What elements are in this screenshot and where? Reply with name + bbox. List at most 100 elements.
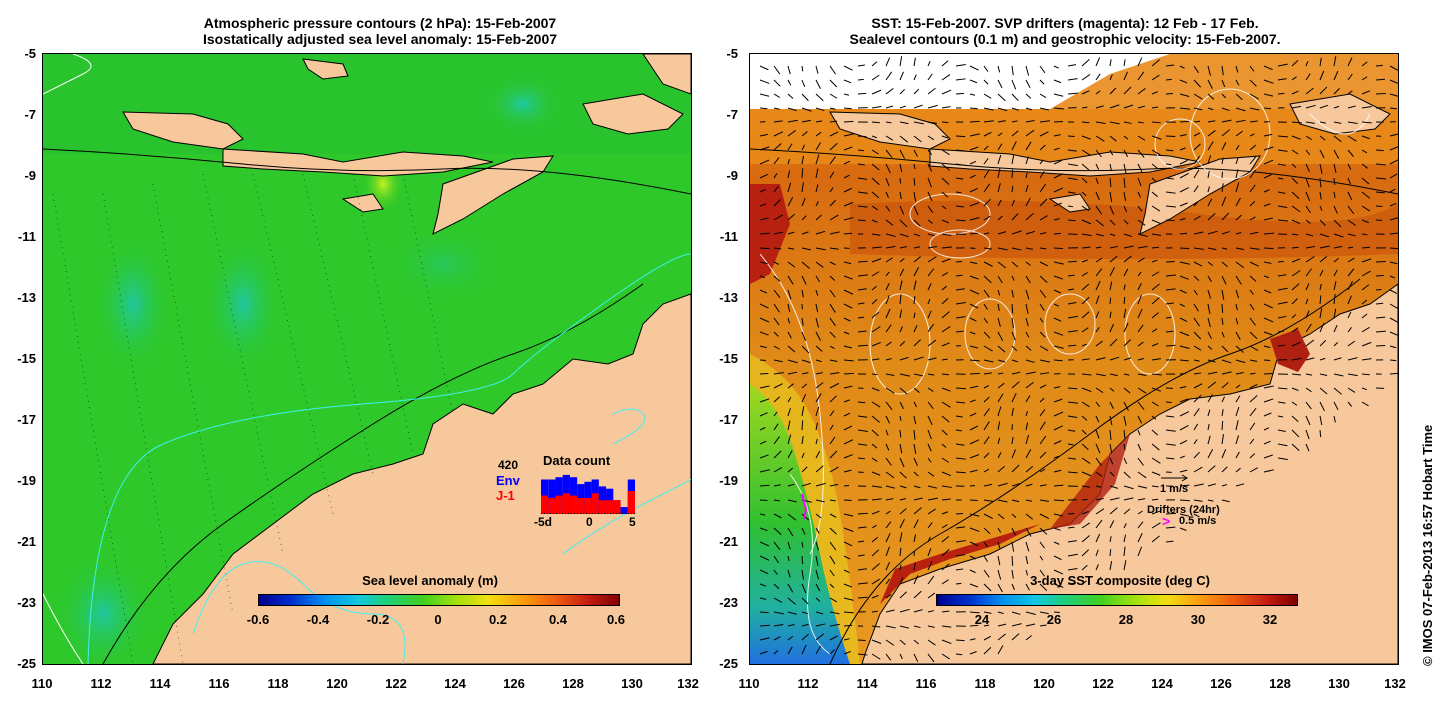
velocity-arrow [969, 399, 976, 403]
velocity-arrow [1081, 471, 1092, 477]
velocity-arrow [815, 597, 821, 602]
velocity-arrow [1291, 401, 1298, 406]
velocity-arrow [1025, 623, 1036, 627]
velocity-arrow [1137, 324, 1144, 333]
velocity-arrow [1235, 168, 1239, 179]
velocity-arrow [1151, 401, 1159, 407]
left-cbtick-0: -0.6 [246, 612, 270, 627]
velocity-arrow [1305, 104, 1316, 109]
velocity-arrow [759, 232, 770, 235]
velocity-arrow [843, 275, 853, 280]
velocity-arrow [1137, 485, 1148, 489]
velocity-arrow [899, 341, 906, 347]
velocity-arrow [1333, 70, 1339, 81]
credit-text: © IMOS 07-Feb-2013 16:57 Hobart Time [1420, 424, 1435, 666]
velocity-arrow [913, 562, 916, 571]
velocity-arrow [843, 583, 853, 588]
velocity-arrow [1039, 372, 1050, 375]
right-title-line1: SST: 15-Feb-2007. SVP drifters (magenta)… [871, 15, 1259, 31]
velocity-arrow [759, 159, 770, 165]
velocity-arrow [1039, 65, 1046, 74]
velocity-arrow [857, 457, 866, 460]
velocity-arrow [1263, 398, 1274, 403]
velocity-arrow [1067, 219, 1076, 222]
velocity-arrow [1109, 266, 1116, 277]
velocity-arrow [1039, 397, 1045, 403]
velocity-arrow [773, 372, 784, 375]
velocity-arrow [759, 331, 769, 336]
velocity-arrow [1207, 359, 1216, 363]
velocity-arrow [787, 107, 797, 112]
velocity-arrow [983, 107, 994, 111]
velocity-arrow [1305, 387, 1312, 393]
velocity-arrow [1193, 289, 1198, 296]
velocity-arrow [871, 135, 878, 139]
velocity-arrow [899, 547, 902, 557]
velocity-arrow [1291, 341, 1301, 347]
velocity-arrow [1221, 303, 1224, 314]
velocity-arrow [1011, 141, 1017, 151]
velocity-arrow [1053, 455, 1060, 459]
velocity-arrow [1053, 247, 1064, 250]
velocity-arrow [1305, 298, 1309, 305]
velocity-arrow [1011, 569, 1014, 579]
velocity-arrow [843, 359, 854, 362]
velocity-arrow [1165, 526, 1176, 529]
velocity-arrow [885, 609, 895, 613]
velocity-arrow [969, 317, 977, 322]
velocity-arrow [1151, 312, 1159, 319]
velocity-arrow [1193, 215, 1201, 221]
velocity-arrow [759, 569, 769, 575]
velocity-arrow [829, 331, 836, 338]
velocity-arrow [1305, 177, 1310, 188]
velocity-arrow [1193, 247, 1204, 250]
velocity-arrow [1291, 373, 1302, 376]
velocity-arrow [801, 611, 808, 615]
velocity-arrow [997, 247, 1008, 251]
right-ytick-8: -21 [719, 534, 738, 549]
velocity-arrow [1291, 246, 1299, 249]
velocity-arrow [1221, 420, 1224, 431]
velocity-arrow [1235, 451, 1240, 459]
velocity-arrow [1039, 183, 1047, 193]
velocity-arrow [1249, 261, 1259, 267]
velocity-arrow [1067, 260, 1077, 263]
velocity-arrow [1095, 340, 1103, 347]
velocity-arrow [913, 57, 916, 67]
velocity-arrow [1235, 214, 1242, 221]
velocity-arrow [801, 247, 811, 251]
velocity-arrow [1081, 373, 1092, 376]
velocity-arrow [1123, 485, 1134, 490]
velocity-arrow [1207, 371, 1218, 375]
velocity-arrow [829, 261, 836, 266]
inset-bar-env [548, 479, 556, 514]
velocity-arrow [1165, 540, 1174, 543]
velocity-arrow [1025, 230, 1035, 235]
velocity-arrow [787, 79, 792, 86]
velocity-arrow [997, 583, 1003, 593]
velocity-arrow [1389, 146, 1398, 151]
velocity-arrow [1137, 245, 1148, 249]
velocity-arrow [1137, 308, 1143, 319]
velocity-arrow [871, 89, 882, 95]
velocity-arrow [843, 412, 851, 417]
velocity-arrow [1179, 134, 1187, 137]
velocity-arrow [1277, 135, 1288, 138]
velocity-arrow [1179, 261, 1190, 265]
velocity-arrow [1207, 261, 1214, 267]
velocity-arrow [1011, 583, 1015, 590]
velocity-arrow [1095, 327, 1100, 333]
velocity-arrow [871, 401, 881, 408]
velocity-arrow [1011, 611, 1021, 615]
velocity-arrow [1291, 443, 1300, 452]
velocity-arrow [1389, 173, 1398, 179]
velocity-arrow [997, 382, 1005, 389]
velocity-arrow [1151, 343, 1159, 347]
velocity-arrow [969, 454, 980, 459]
velocity-arrow [829, 569, 835, 577]
velocity-arrow [801, 144, 806, 151]
velocity-arrow [1361, 358, 1372, 361]
velocity-arrow [969, 569, 976, 574]
velocity-arrow [1095, 519, 1103, 529]
velocity-arrow [899, 625, 910, 629]
